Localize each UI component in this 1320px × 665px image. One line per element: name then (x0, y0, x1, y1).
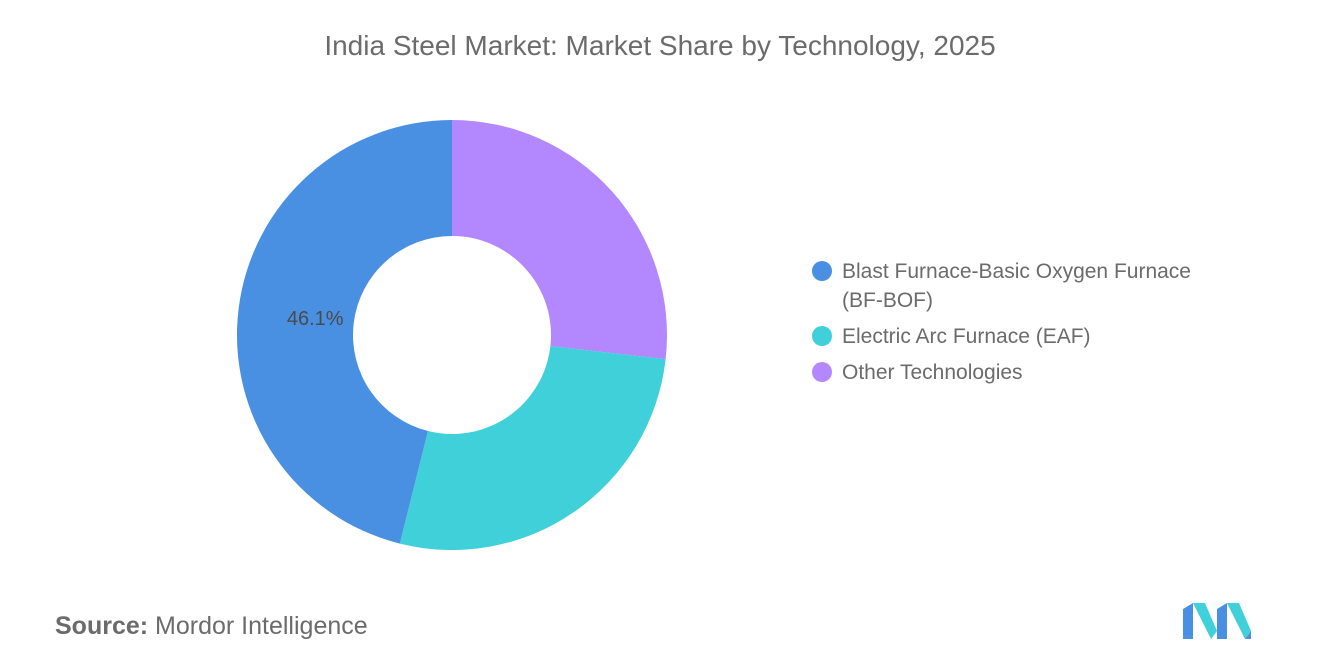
source-value: Mordor Intelligence (155, 612, 368, 640)
legend-label: Blast Furnace-Basic Oxygen Furnace (BF-B… (842, 260, 1191, 312)
source-label: Source: (55, 612, 149, 640)
legend-item: Blast Furnace-Basic Oxygen Furnace (BF-B… (812, 257, 1252, 315)
legend-swatch (812, 261, 832, 281)
legend-label: Other Technologies (842, 361, 1023, 384)
legend-item: Other Technologies (812, 358, 1252, 387)
chart-legend: Blast Furnace-Basic Oxygen Furnace (BF-B… (812, 257, 1252, 394)
data-label-0: 46.1% (287, 308, 344, 330)
mordor-logo-icon (1183, 603, 1251, 639)
legend-swatch (812, 362, 832, 382)
donut-slice-0 (236, 120, 452, 544)
chart-title: India Steel Market: Market Share by Tech… (324, 30, 996, 61)
legend-item: Electric Arc Furnace (EAF) (812, 322, 1252, 351)
donut-slice-1 (399, 346, 666, 550)
donut-slice-2 (452, 120, 667, 360)
legend-swatch (812, 326, 832, 346)
legend-label: Electric Arc Furnace (EAF) (842, 325, 1091, 348)
source-note: Source: Mordor Intelligence (55, 612, 368, 641)
